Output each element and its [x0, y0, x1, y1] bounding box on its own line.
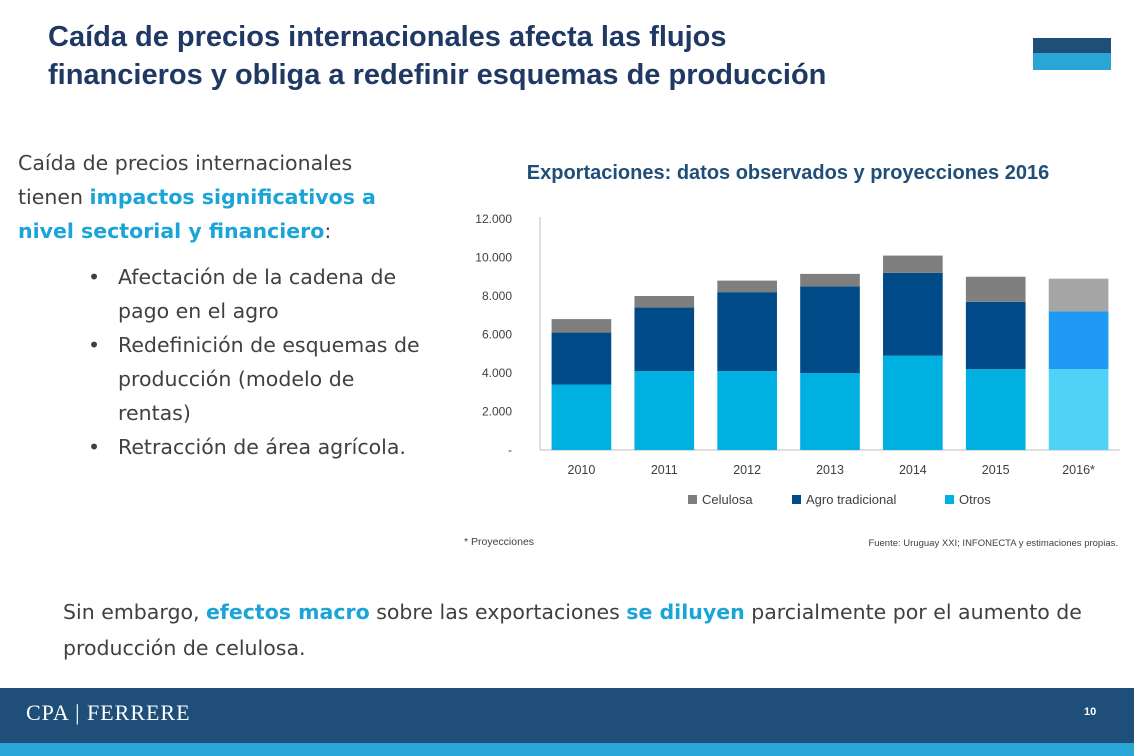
- x-tick-label: 2016*: [1062, 463, 1095, 477]
- title-line-2: financieros y obliga a redefinir esquema…: [48, 59, 827, 91]
- bottom-paragraph: Sin embargo, efectos macro sobre las exp…: [63, 594, 1083, 666]
- x-tick-label: 2015: [982, 463, 1010, 477]
- chart-svg: Exportaciones: datos observados y proyec…: [464, 162, 1120, 549]
- bar-agro-tradicional: [634, 307, 695, 372]
- bullet-icon: •: [88, 333, 101, 357]
- footer-bar: CPA | FERRERE 10: [0, 688, 1134, 743]
- y-tick-label: 8.000: [482, 289, 512, 303]
- bar-otros: [883, 355, 943, 450]
- y-tick-label: 6.000: [482, 328, 512, 342]
- left-text-block: Caída de precios internacionales tienen …: [18, 146, 420, 459]
- bar-agro-tradicional: [551, 332, 612, 385]
- bar-celulosa: [634, 296, 695, 308]
- legend-label: Celulosa: [702, 492, 753, 507]
- chart-footnote: * Proyecciones: [464, 536, 534, 548]
- bullet-icon: •: [88, 435, 101, 459]
- intro-paragraph: Caída de precios internacionales tienen …: [18, 146, 418, 248]
- bar-celulosa: [965, 276, 1026, 302]
- bottom-highlight-1: efectos macro: [206, 600, 370, 624]
- bullet-text: Retracción de área agrícola.: [118, 435, 406, 459]
- title-line-1: Caída de precios internacionales afecta …: [48, 21, 727, 53]
- page-number: 10: [1084, 706, 1097, 718]
- legend-swatch: [792, 495, 801, 504]
- bar-agro-tradicional: [1048, 311, 1109, 370]
- y-tick-label: 12.000: [475, 212, 512, 226]
- exports-chart: Exportaciones: datos observados y proyec…: [448, 145, 1128, 555]
- bar-otros: [800, 373, 860, 450]
- corner-accent-dark: [1033, 38, 1111, 53]
- bar-otros: [717, 371, 777, 450]
- y-tick-label: 10.000: [475, 251, 512, 265]
- slide-title: Caída de precios internacionales afecta …: [48, 18, 968, 94]
- y-tick-label: 4.000: [482, 366, 512, 380]
- bar-celulosa: [1048, 278, 1109, 312]
- bullet-text: Redefinición de esquemas de producción (…: [118, 333, 420, 425]
- y-tick-label: -: [508, 443, 512, 457]
- intro-highlight: impactos significativos a nivel sectoria…: [18, 185, 376, 243]
- legend-label: Agro tradicional: [806, 492, 896, 507]
- bullet-text: Afectación de la cadena de pago en el ag…: [118, 265, 397, 323]
- bullet-item: • Retracción de área agrícola.: [18, 430, 428, 464]
- x-tick-label: 2012: [733, 463, 761, 477]
- corner-accent-light: [1033, 53, 1111, 70]
- bullet-item: • Redefinición de esquemas de producción …: [18, 328, 428, 430]
- legend-swatch: [945, 495, 954, 504]
- bottom-text-1: Sin embargo,: [63, 600, 207, 624]
- bar-celulosa: [551, 319, 612, 333]
- x-tick-label: 2013: [816, 463, 844, 477]
- bottom-highlight-2: se diluyen: [626, 600, 745, 624]
- bottom-text-3: parcialmente por el aumento de producció…: [63, 600, 1082, 660]
- bar-agro-tradicional: [717, 292, 777, 372]
- bar-otros: [551, 384, 612, 450]
- y-tick-label: 2.000: [482, 405, 512, 419]
- footer-stripe: [0, 743, 1134, 756]
- intro-colon: :: [324, 219, 332, 243]
- bar-agro-tradicional: [883, 272, 943, 356]
- bullet-icon: •: [88, 265, 101, 289]
- bar-otros: [965, 369, 1026, 450]
- bar-agro-tradicional: [965, 301, 1026, 370]
- bottom-text-2: sobre las exportaciones: [369, 600, 627, 624]
- bar-agro-tradicional: [800, 286, 860, 373]
- chart-source: Fuente: Uruguay XXI; INFONECTA y estimac…: [868, 538, 1118, 549]
- chart-title: Exportaciones: datos observados y proyec…: [527, 162, 1049, 184]
- bar-celulosa: [717, 280, 777, 293]
- legend-label: Otros: [959, 492, 991, 507]
- intro-text: Caída de precios internacionales tienen: [18, 151, 353, 209]
- bar-otros: [634, 371, 695, 450]
- legend-swatch: [688, 495, 697, 504]
- company-logo: CPA | FERRERE: [26, 700, 191, 725]
- bar-otros: [1048, 369, 1109, 450]
- bar-celulosa: [800, 273, 860, 287]
- bullet-list: • Afectación de la cadena de pago en el a…: [18, 260, 428, 464]
- x-tick-label: 2014: [899, 463, 927, 477]
- bar-celulosa: [883, 255, 943, 273]
- bullet-item: • Afectación de la cadena de pago en el a…: [18, 260, 428, 328]
- x-tick-label: 2010: [568, 463, 596, 477]
- x-tick-label: 2011: [651, 463, 678, 477]
